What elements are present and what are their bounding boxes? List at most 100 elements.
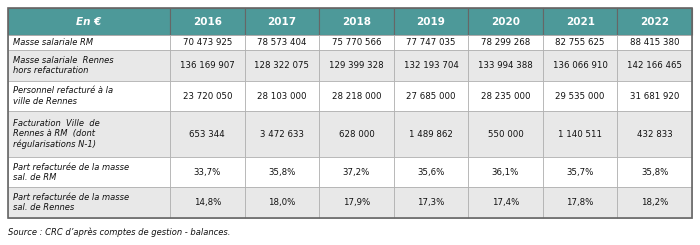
Bar [543, 8, 617, 35]
Text: 628 000: 628 000 [339, 130, 375, 139]
Bar [170, 81, 244, 111]
Text: 14,8%: 14,8% [194, 198, 221, 207]
Bar [617, 111, 692, 157]
Text: 36,1%: 36,1% [492, 168, 519, 177]
Bar [393, 8, 468, 35]
Bar [244, 35, 319, 50]
Text: 33,7%: 33,7% [194, 168, 221, 177]
Bar [468, 8, 543, 35]
Text: Personnel refacturé à la
ville de Rennes: Personnel refacturé à la ville de Rennes [13, 86, 113, 106]
Text: 550 000: 550 000 [488, 130, 524, 139]
Bar [8, 8, 170, 35]
Bar [8, 187, 170, 218]
Text: 2018: 2018 [342, 16, 371, 26]
Bar [319, 81, 393, 111]
Bar [8, 111, 170, 157]
Text: 28 235 000: 28 235 000 [481, 91, 531, 100]
Text: 28 218 000: 28 218 000 [332, 91, 382, 100]
Text: 136 169 907: 136 169 907 [180, 61, 234, 70]
Bar [617, 50, 692, 81]
Text: 77 747 035: 77 747 035 [406, 38, 456, 47]
Bar [468, 35, 543, 50]
Text: 23 720 050: 23 720 050 [183, 91, 232, 100]
Bar [319, 50, 393, 81]
Bar [170, 35, 244, 50]
Bar [617, 8, 692, 35]
Text: 29 535 000: 29 535 000 [556, 91, 605, 100]
Bar [468, 187, 543, 218]
Bar [244, 187, 319, 218]
Text: Part refacturée de la masse
sal. de Rennes: Part refacturée de la masse sal. de Renn… [13, 193, 129, 212]
Bar [543, 81, 617, 111]
Text: 35,8%: 35,8% [268, 168, 295, 177]
Text: 70 473 925: 70 473 925 [183, 38, 232, 47]
Bar [8, 81, 170, 111]
Bar [543, 35, 617, 50]
Bar [393, 81, 468, 111]
Text: 2017: 2017 [267, 16, 296, 26]
Text: 2020: 2020 [491, 16, 520, 26]
Bar [543, 50, 617, 81]
Text: 17,8%: 17,8% [566, 198, 594, 207]
Text: 129 399 328: 129 399 328 [329, 61, 384, 70]
Bar [393, 35, 468, 50]
Text: 17,9%: 17,9% [343, 198, 370, 207]
Bar [393, 157, 468, 187]
Text: 78 573 404: 78 573 404 [257, 38, 307, 47]
Text: 18,2%: 18,2% [641, 198, 668, 207]
Bar [468, 50, 543, 81]
Text: 88 415 380: 88 415 380 [630, 38, 680, 47]
Text: Masse salariale RM: Masse salariale RM [13, 38, 93, 47]
Bar [170, 111, 244, 157]
Bar [170, 157, 244, 187]
Text: Source : CRC d’après comptes de gestion - balances.: Source : CRC d’après comptes de gestion … [8, 227, 230, 237]
Text: 2016: 2016 [193, 16, 222, 26]
Text: En €: En € [76, 16, 101, 26]
Bar [170, 187, 244, 218]
Text: 35,8%: 35,8% [641, 168, 668, 177]
Text: 128 322 075: 128 322 075 [254, 61, 309, 70]
Bar [617, 157, 692, 187]
Text: 75 770 566: 75 770 566 [332, 38, 382, 47]
Text: 78 299 268: 78 299 268 [481, 38, 530, 47]
Text: Masse salariale  Rennes
hors refacturation: Masse salariale Rennes hors refacturatio… [13, 56, 113, 75]
Text: 18,0%: 18,0% [268, 198, 295, 207]
Bar [8, 157, 170, 187]
Bar [170, 50, 244, 81]
Bar [393, 187, 468, 218]
Bar [170, 8, 244, 35]
Text: 17,3%: 17,3% [417, 198, 444, 207]
Text: 35,6%: 35,6% [417, 168, 444, 177]
Bar [617, 35, 692, 50]
Text: 2019: 2019 [416, 16, 445, 26]
Bar [319, 35, 393, 50]
Text: 432 833: 432 833 [637, 130, 673, 139]
Text: 142 166 465: 142 166 465 [627, 61, 682, 70]
Bar [319, 8, 393, 35]
Bar [393, 50, 468, 81]
Text: 35,7%: 35,7% [566, 168, 594, 177]
Text: 653 344: 653 344 [190, 130, 225, 139]
Bar [543, 157, 617, 187]
Text: 2021: 2021 [566, 16, 594, 26]
Text: 133 994 388: 133 994 388 [478, 61, 533, 70]
Bar [8, 35, 170, 50]
Text: 28 103 000: 28 103 000 [257, 91, 307, 100]
Text: 37,2%: 37,2% [343, 168, 370, 177]
Bar [393, 111, 468, 157]
Text: 27 685 000: 27 685 000 [406, 91, 456, 100]
Bar [468, 157, 543, 187]
Bar [319, 111, 393, 157]
Bar [244, 8, 319, 35]
Bar [244, 50, 319, 81]
Bar [319, 157, 393, 187]
Text: 31 681 920: 31 681 920 [630, 91, 680, 100]
Text: Part refacturée de la masse
sal. de RM: Part refacturée de la masse sal. de RM [13, 162, 129, 182]
Bar [543, 111, 617, 157]
Text: 2022: 2022 [640, 16, 669, 26]
Text: 132 193 704: 132 193 704 [404, 61, 458, 70]
Bar [244, 111, 319, 157]
Bar [468, 111, 543, 157]
Bar [244, 157, 319, 187]
Text: 17,4%: 17,4% [492, 198, 519, 207]
